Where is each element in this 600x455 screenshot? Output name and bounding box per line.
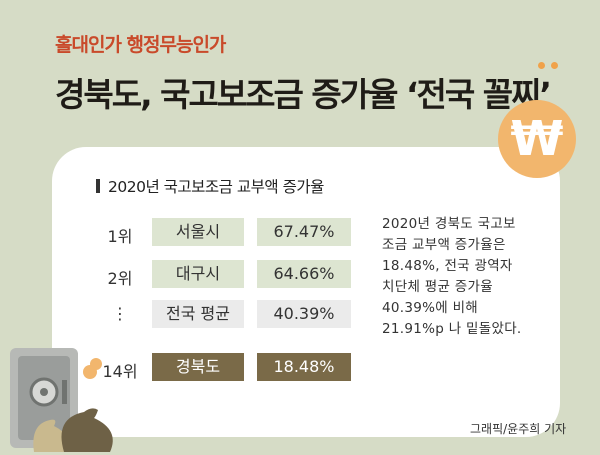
rank-label: 14위 <box>102 362 138 381</box>
region-label: 서울시 <box>152 218 244 246</box>
safe-icon <box>10 348 113 452</box>
value-label: 67.47% <box>257 218 351 246</box>
value-label: 40.39% <box>257 300 351 328</box>
region-label: 대구시 <box>152 260 244 288</box>
rank-label: ⋮ <box>112 304 128 323</box>
rank-label: 1위 <box>107 227 133 246</box>
money-bag-icon <box>33 419 70 452</box>
rank-label: 2위 <box>107 269 133 288</box>
money-bag-icon <box>61 408 113 452</box>
value-label-highlight: 18.48% <box>257 353 351 381</box>
page-title: 경북도, 국고보조금 증가율 ‘전국 꼴찌’ <box>55 75 552 114</box>
region-label-highlight: 경북도 <box>152 353 244 381</box>
coin-icon <box>90 358 102 370</box>
note-text: 2020년 경북도 국고보조금 교부액 증가율은 18.48%, 전국 광역자치… <box>382 216 522 337</box>
decor-dot <box>538 62 545 69</box>
region-label: 전국 평균 <box>152 300 244 328</box>
value-label: 64.66% <box>257 260 351 288</box>
subtitle: 홀대인가 행정무능인가 <box>55 34 226 56</box>
decor-dot <box>551 62 558 69</box>
chart-title: 2020년 국고보조금 교부액 증가율 <box>96 175 324 197</box>
credit: 그래픽/윤주희 기자 <box>470 422 567 436</box>
won-coin-icon: ₩ <box>498 100 576 178</box>
